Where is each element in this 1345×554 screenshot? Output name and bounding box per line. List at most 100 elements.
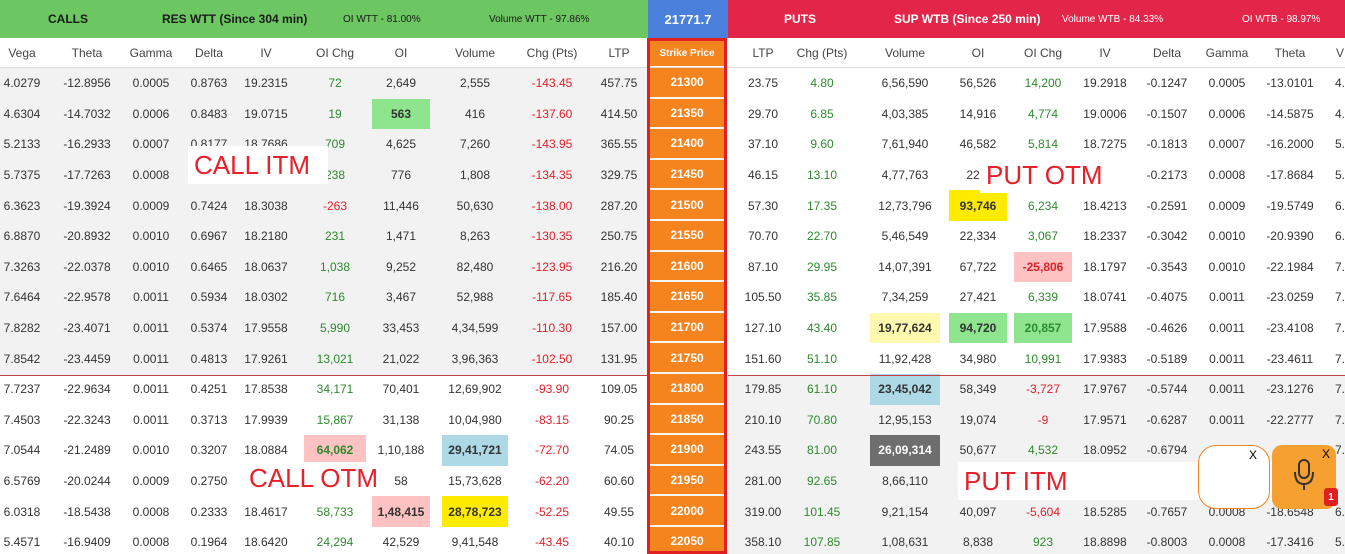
call-ltp-cell[interactable]: 131.95: [600, 351, 638, 366]
call-ltp-cell[interactable]: 74.05: [603, 443, 635, 458]
call-ltp-cell[interactable]: 60.60: [603, 474, 635, 489]
calls-header-vega[interactable]: Vega: [8, 46, 36, 60]
put-chg-pts-cell: 43.40: [806, 321, 838, 336]
call-ltp-cell[interactable]: 157.00: [600, 321, 638, 336]
put-delta-cell: -0.1507: [1146, 106, 1188, 121]
strike-price-cell[interactable]: 21750: [650, 343, 724, 374]
put-ltp-cell[interactable]: 57.30: [747, 198, 779, 213]
widget-close-icon[interactable]: X: [1249, 448, 1258, 462]
puts-header-iv[interactable]: IV: [1099, 46, 1111, 60]
puts-header-ltp[interactable]: LTP: [752, 46, 774, 60]
call-ltp-cell[interactable]: 414.50: [600, 106, 638, 121]
call-ltp-cell[interactable]: 90.25: [603, 412, 635, 427]
calls-header-oi[interactable]: OI: [394, 46, 408, 60]
call-ltp-cell[interactable]: 329.75: [600, 168, 638, 183]
voice-close-icon[interactable]: X: [1322, 447, 1331, 461]
calls-header-theta[interactable]: Theta: [71, 46, 103, 60]
strike-price-cell[interactable]: 21700: [650, 312, 724, 344]
call-ltp-cell[interactable]: 185.40: [600, 290, 638, 305]
put-ltp-cell[interactable]: 23.75: [747, 76, 779, 91]
calls-header-delta[interactable]: Delta: [194, 46, 223, 60]
put-delta-cell: -0.6287: [1146, 412, 1188, 427]
put-ltp-cell[interactable]: 319.00: [744, 504, 782, 519]
puts-header-theta[interactable]: Theta: [1274, 46, 1306, 60]
calls-header-gamma[interactable]: Gamma: [129, 46, 173, 60]
put-gamma-cell: 0.0010: [1208, 259, 1246, 274]
puts-header-delta[interactable]: Delta: [1152, 46, 1181, 60]
put-ltp-cell[interactable]: 210.10: [744, 412, 782, 427]
put-ltp-cell[interactable]: 105.50: [744, 290, 782, 305]
put-oi-chg-cell: -25,806: [1014, 251, 1072, 283]
put-chg-pts-cell: 35.85: [806, 290, 838, 305]
put-ltp-cell[interactable]: 243.55: [744, 443, 782, 458]
put-delta-cell: -0.2173: [1146, 168, 1188, 183]
strike-price-cell[interactable]: 21550: [650, 221, 724, 252]
strike-price-cell[interactable]: 21400: [650, 129, 724, 160]
strike-price-cell[interactable]: 21450: [650, 159, 724, 191]
call-ltp-cell[interactable]: 287.20: [600, 198, 638, 213]
strike-price-cell[interactable]: 21850: [650, 404, 724, 436]
floating-widget[interactable]: X: [1198, 445, 1270, 509]
table-row: 6.5769 -20.0244 0.0009 0.2750 58 15,73,628 -62…: [0, 466, 1345, 497]
puts-header-oi[interactable]: OI: [971, 46, 985, 60]
strike-price-cell[interactable]: 21950: [650, 465, 724, 497]
put-ltp-cell[interactable]: 127.10: [744, 321, 782, 336]
call-ltp-cell[interactable]: 365.55: [600, 137, 638, 152]
put-ltp-cell[interactable]: 70.70: [747, 229, 779, 244]
put-iv-cell: 18.4213: [1083, 198, 1127, 213]
call-iv-cell: 17.9558: [244, 321, 288, 336]
call-ltp-cell[interactable]: 216.20: [600, 259, 638, 274]
put-ltp-cell[interactable]: 151.60: [744, 351, 782, 366]
call-ltp-cell[interactable]: 250.75: [600, 229, 638, 244]
call-otm-label: CALL OTM: [243, 462, 391, 494]
put-chg-pts-cell: 101.45: [803, 504, 841, 519]
call-oi-cell: 1,48,415: [372, 496, 430, 527]
puts-header-oi-chg[interactable]: OI Chg: [1023, 46, 1062, 60]
put-ltp-cell[interactable]: 29.70: [747, 106, 779, 121]
summary-bar: CALLS RES WTT (Since 304 min) OI WTT - 8…: [0, 0, 1345, 38]
call-delta-cell: 0.1964: [190, 535, 228, 550]
call-ltp-cell[interactable]: 49.55: [603, 504, 635, 519]
call-volume-cell: 82,480: [456, 259, 494, 274]
call-theta-cell: -16.9409: [63, 535, 111, 550]
put-ltp-cell[interactable]: 87.10: [747, 259, 779, 274]
puts-header-vega[interactable]: V: [1335, 46, 1344, 60]
strike-price-cell[interactable]: 21500: [650, 190, 724, 221]
strike-price-cell[interactable]: 22050: [650, 527, 724, 554]
call-iv-cell: 17.8538: [244, 382, 288, 397]
put-gamma-cell: 0.0008: [1208, 168, 1246, 183]
call-ltp-cell[interactable]: 109.05: [600, 382, 638, 397]
call-ltp-cell[interactable]: 40.10: [603, 535, 635, 550]
put-oi-cell: 58,349: [959, 382, 997, 397]
put-ltp-cell[interactable]: 179.85: [744, 382, 782, 397]
puts-title: PUTS: [784, 12, 817, 26]
put-delta-cell: -0.6794: [1146, 443, 1188, 458]
strike-price-cell[interactable]: 21600: [650, 251, 724, 283]
strike-price-cell[interactable]: 21300: [650, 68, 724, 99]
put-gamma-cell: 0.0011: [1209, 290, 1245, 305]
puts-header-chg-pts[interactable]: Chg (Pts): [796, 46, 848, 60]
strike-price-cell[interactable]: 21350: [650, 98, 724, 130]
put-ltp-cell[interactable]: 281.00: [744, 474, 782, 489]
calls-header-oi-chg[interactable]: OI Chg: [315, 46, 354, 60]
put-ltp-cell[interactable]: 46.15: [747, 168, 779, 183]
calls-header-chg-pts[interactable]: Chg (Pts): [526, 46, 578, 60]
puts-header-gamma[interactable]: Gamma: [1205, 46, 1249, 60]
put-ltp-cell[interactable]: 37.10: [747, 137, 779, 152]
call-delta-cell: 0.3207: [190, 443, 228, 458]
strike-price-cell[interactable]: 21650: [650, 282, 724, 313]
put-oi-cell: 8,838: [962, 535, 994, 550]
puts-header-volume[interactable]: Volume: [884, 46, 926, 60]
call-ltp-cell[interactable]: 457.75: [600, 76, 638, 91]
calls-header-iv[interactable]: IV: [260, 46, 272, 60]
calls-header-volume[interactable]: Volume: [454, 46, 496, 60]
strike-price-cell[interactable]: 21900: [650, 435, 724, 466]
call-theta-cell: -22.0378: [63, 259, 111, 274]
put-ltp-cell[interactable]: 358.10: [744, 535, 782, 550]
calls-header-ltp[interactable]: LTP: [608, 46, 630, 60]
strike-price-header[interactable]: Strike Price: [650, 40, 724, 66]
call-delta-cell: 0.2333: [190, 504, 228, 519]
call-delta-cell: 0.2750: [190, 474, 228, 489]
strike-price-cell[interactable]: 21800: [650, 374, 724, 405]
strike-price-cell[interactable]: 22000: [650, 496, 724, 527]
